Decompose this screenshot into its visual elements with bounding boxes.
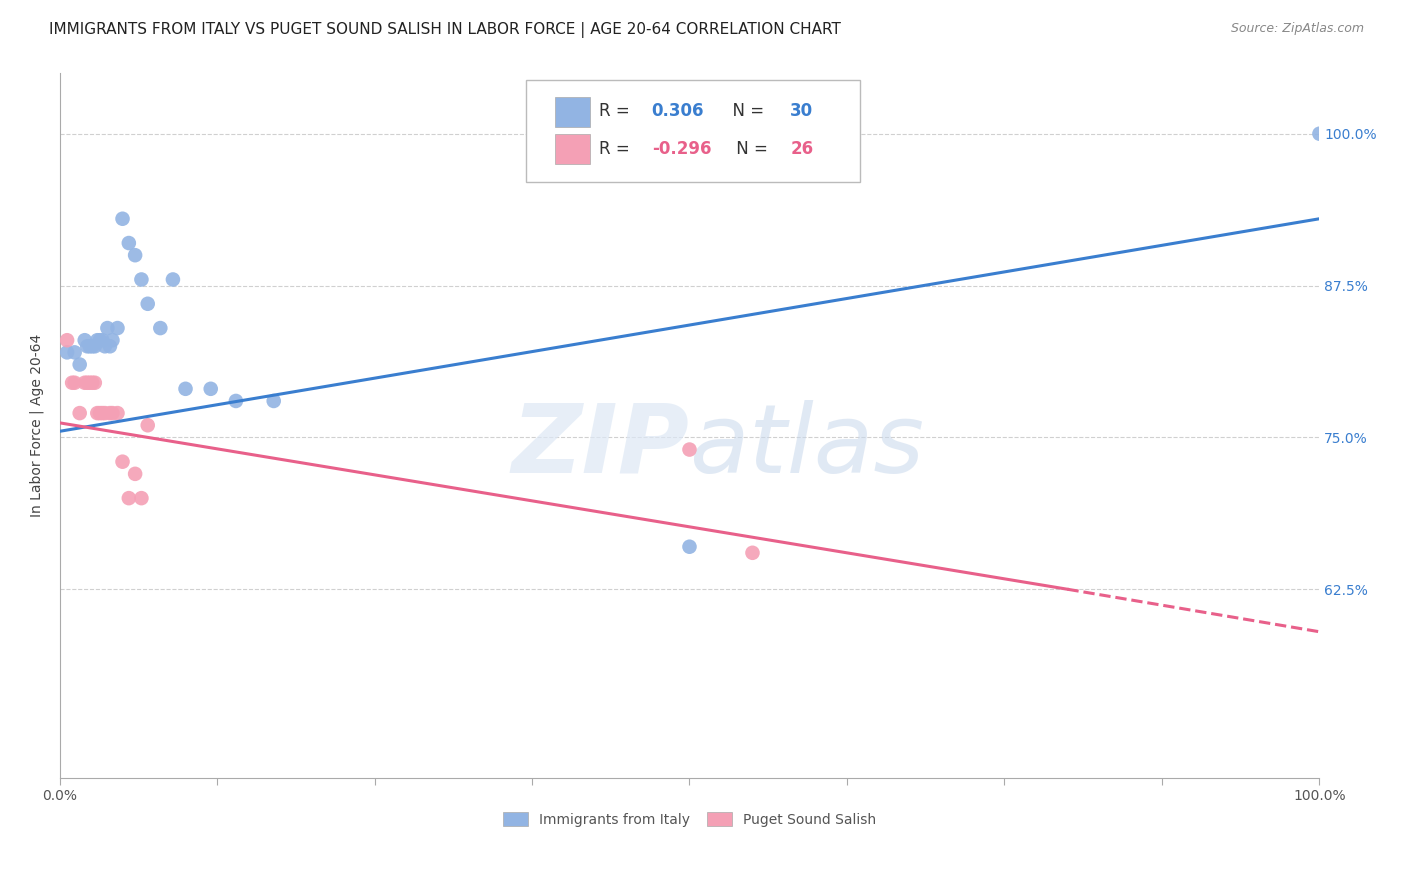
- Point: [89, 406, 111, 420]
- Point: [69, 358, 91, 372]
- Point: [79, 339, 101, 353]
- Point: [83, 339, 105, 353]
- Point: [131, 491, 153, 505]
- Point: [60, 376, 83, 390]
- Point: [149, 321, 172, 335]
- Point: [79, 376, 101, 390]
- Text: R =: R =: [599, 103, 634, 120]
- Point: [89, 333, 111, 347]
- Point: [111, 455, 134, 469]
- Point: [56, 333, 79, 347]
- Text: Source: ZipAtlas.com: Source: ZipAtlas.com: [1230, 22, 1364, 36]
- Point: [107, 406, 129, 420]
- Point: [678, 540, 700, 554]
- Text: R =: R =: [599, 140, 634, 158]
- Point: [73, 376, 96, 390]
- Text: -0.296: -0.296: [652, 140, 711, 158]
- Point: [96, 321, 118, 335]
- FancyBboxPatch shape: [555, 97, 591, 127]
- Point: [131, 272, 153, 286]
- Text: 0.306: 0.306: [652, 103, 704, 120]
- Point: [136, 418, 159, 433]
- Point: [94, 339, 117, 353]
- Point: [82, 376, 104, 390]
- Point: [118, 235, 141, 250]
- Text: N =: N =: [723, 103, 769, 120]
- Text: atlas: atlas: [689, 400, 925, 493]
- Text: IMMIGRANTS FROM ITALY VS PUGET SOUND SALISH IN LABOR FORCE | AGE 20-64 CORRELATI: IMMIGRANTS FROM ITALY VS PUGET SOUND SAL…: [49, 22, 841, 38]
- Point: [98, 339, 121, 353]
- Point: [124, 467, 146, 481]
- Point: [73, 333, 96, 347]
- Point: [69, 406, 91, 420]
- Point: [1308, 127, 1330, 141]
- Point: [86, 333, 108, 347]
- Point: [76, 376, 98, 390]
- Y-axis label: In Labor Force | Age 20-64: In Labor Force | Age 20-64: [30, 334, 44, 516]
- Point: [741, 546, 763, 560]
- Point: [101, 406, 124, 420]
- Text: 30: 30: [790, 103, 814, 120]
- Point: [136, 297, 159, 311]
- Point: [83, 376, 105, 390]
- Point: [76, 339, 98, 353]
- Point: [111, 211, 134, 226]
- Point: [98, 406, 121, 420]
- Point: [63, 376, 86, 390]
- Text: 26: 26: [790, 140, 814, 158]
- Point: [174, 382, 197, 396]
- Point: [91, 333, 114, 347]
- Point: [678, 442, 700, 457]
- Legend: Immigrants from Italy, Puget Sound Salish: Immigrants from Italy, Puget Sound Salis…: [496, 805, 883, 834]
- Point: [118, 491, 141, 505]
- Point: [91, 406, 114, 420]
- Point: [225, 394, 247, 409]
- Point: [94, 406, 117, 420]
- Point: [162, 272, 184, 286]
- Point: [101, 333, 124, 347]
- Text: ZIP: ZIP: [512, 400, 689, 493]
- Point: [56, 345, 79, 359]
- Point: [63, 345, 86, 359]
- Text: N =: N =: [731, 140, 773, 158]
- Point: [263, 394, 285, 409]
- Point: [200, 382, 222, 396]
- Point: [124, 248, 146, 262]
- FancyBboxPatch shape: [555, 135, 591, 164]
- Point: [82, 339, 104, 353]
- Point: [107, 321, 129, 335]
- FancyBboxPatch shape: [526, 80, 859, 182]
- Point: [86, 406, 108, 420]
